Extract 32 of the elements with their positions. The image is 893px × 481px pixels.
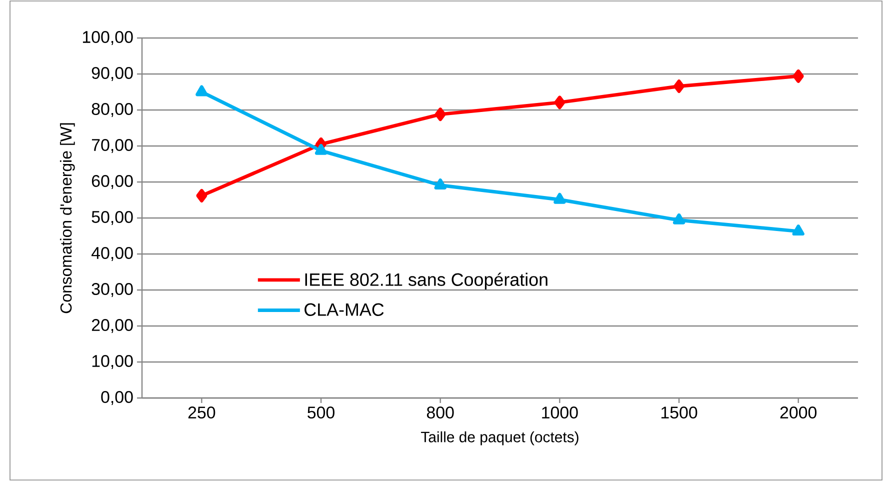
x-tick-label: 500 xyxy=(308,406,334,419)
x-tick-label: 800 xyxy=(426,406,454,419)
legend-label: CLA-MAC xyxy=(304,303,384,316)
y-tick-label: 70,00 xyxy=(92,139,133,153)
point xyxy=(314,144,328,155)
y-tick-label: 50,00 xyxy=(92,211,133,225)
x-tick-label: 1000 xyxy=(542,406,578,419)
point xyxy=(554,96,566,110)
y-tick-label: 10,00 xyxy=(92,355,133,369)
point xyxy=(434,108,446,122)
y-tick-label: 20,00 xyxy=(92,319,133,333)
x-tick-label: 1500 xyxy=(661,406,698,419)
y-tick-label: 90,00 xyxy=(92,67,133,81)
y-tick-label: 40,00 xyxy=(91,247,133,261)
y-tick-label: 0,00 xyxy=(101,391,133,405)
legend-label: IEEE 802.11 sans Coopération xyxy=(305,272,548,290)
y-tick-label: 30,00 xyxy=(92,283,133,297)
point xyxy=(196,188,208,202)
x-tick-label: 2000 xyxy=(780,406,817,419)
x-tick-label: 250 xyxy=(188,406,216,419)
y-tick-label: 100,00 xyxy=(82,30,133,45)
point xyxy=(554,192,566,204)
point xyxy=(434,178,446,190)
y-tick-label: 80,00 xyxy=(92,103,133,117)
y-axis-title: Consomation d'energie [W] xyxy=(60,123,75,314)
x-axis-title: Taille de paquet (octets) xyxy=(421,431,578,446)
point xyxy=(792,69,804,83)
y-tick-label: 60,00 xyxy=(92,175,133,189)
point xyxy=(196,85,208,96)
point xyxy=(792,224,804,236)
point xyxy=(672,213,686,224)
point xyxy=(674,79,684,93)
